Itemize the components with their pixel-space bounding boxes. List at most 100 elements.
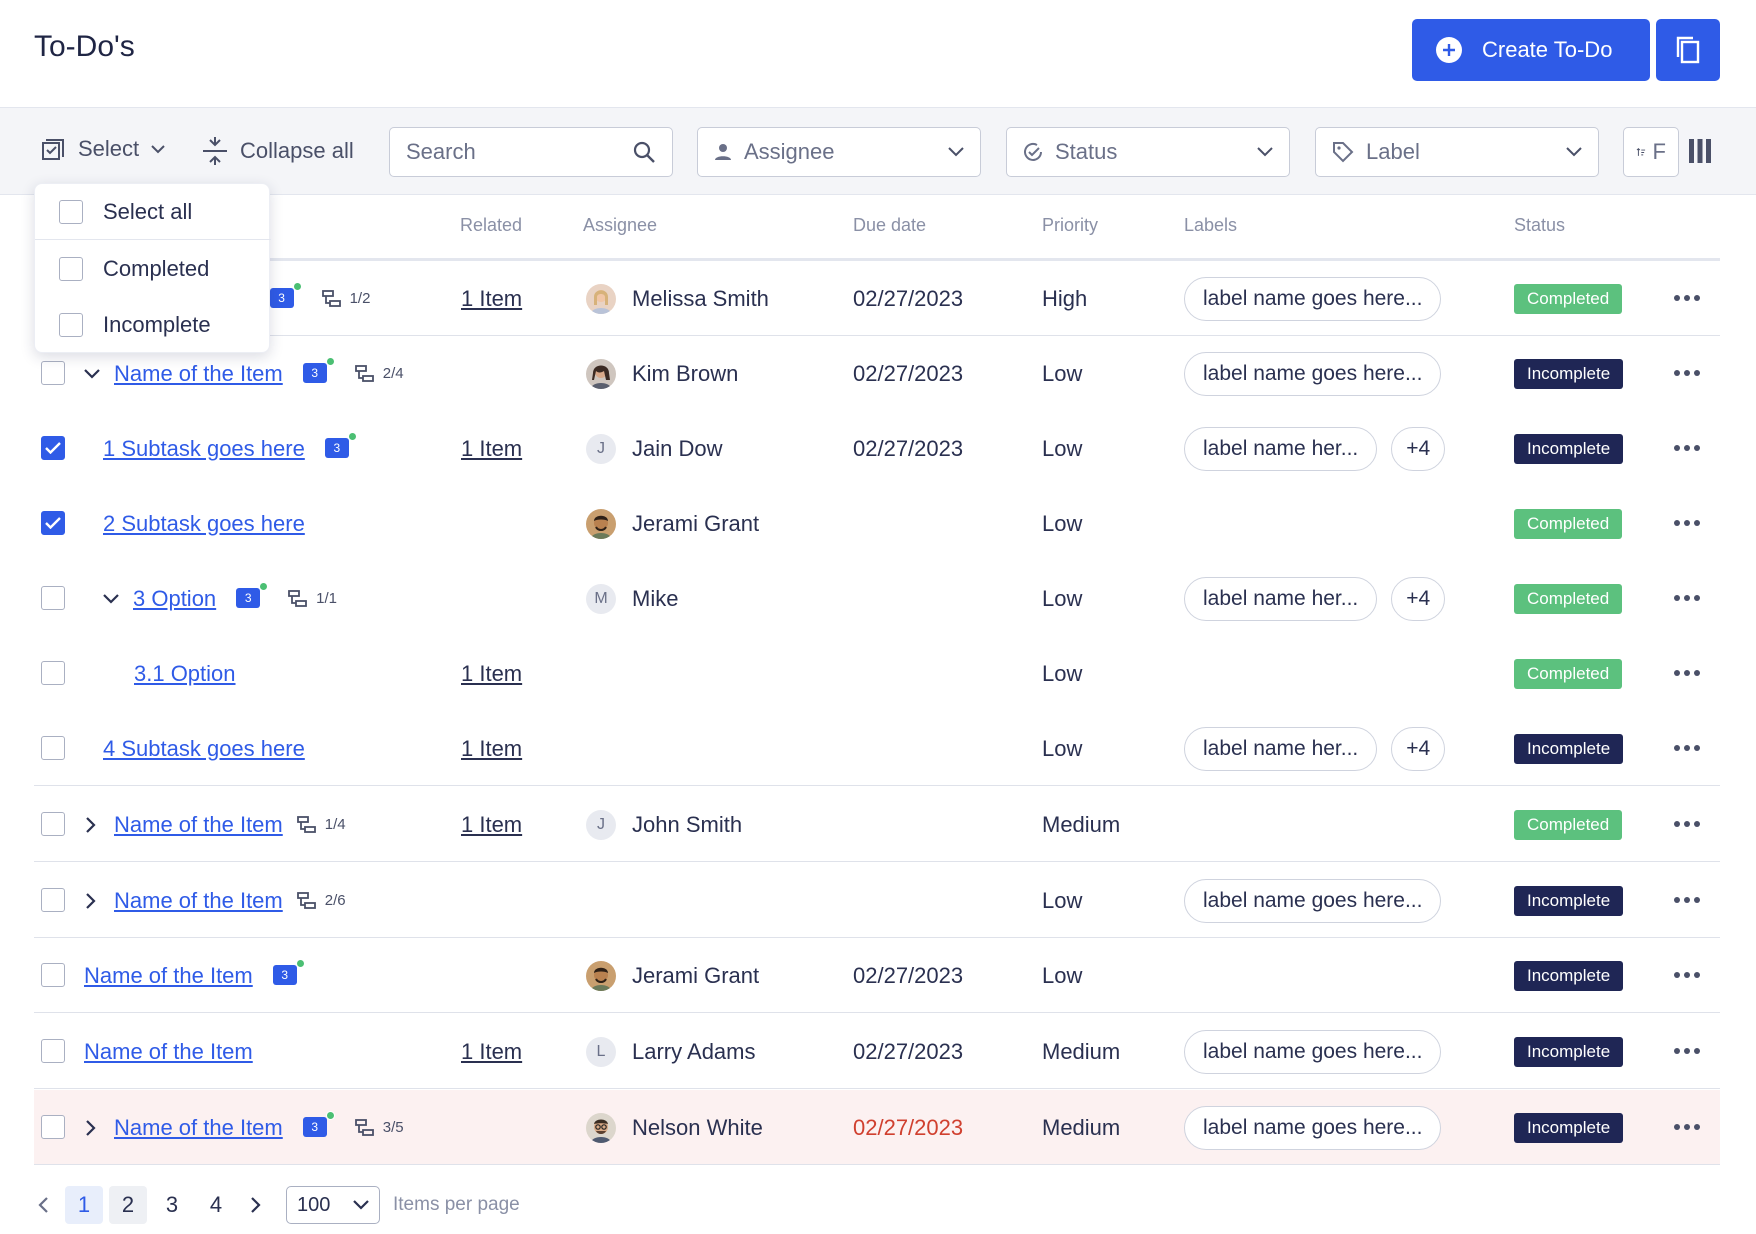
more-icon[interactable] <box>1674 745 1700 751</box>
row-checkbox[interactable] <box>41 1039 65 1063</box>
more-icon[interactable] <box>1674 821 1700 827</box>
sort-control[interactable]: F <box>1623 127 1679 177</box>
select-menu-toggle[interactable]: Select <box>40 136 165 162</box>
label-chip[interactable]: label name goes here... <box>1184 1029 1442 1074</box>
label-chip[interactable]: label name goes here... <box>1184 276 1442 321</box>
chevron-right-icon[interactable] <box>86 1119 96 1136</box>
row-checkbox[interactable] <box>41 586 65 610</box>
item-name-link[interactable]: Name of the Item <box>84 1038 253 1064</box>
item-name-link[interactable]: Name of the Item <box>84 962 253 988</box>
row-checkbox[interactable] <box>41 661 65 685</box>
row-checkbox[interactable] <box>41 812 65 836</box>
comments-icon[interactable]: 3 <box>269 281 302 310</box>
label-chip[interactable]: label name goes here... <box>1184 351 1442 396</box>
copy-icon <box>1676 36 1700 64</box>
page-3-button[interactable]: 3 <box>165 1192 179 1217</box>
more-icon[interactable] <box>1674 670 1700 676</box>
item-name-link[interactable]: Name of the Item <box>114 811 283 837</box>
chevron-right-icon[interactable] <box>86 892 96 909</box>
label-chip[interactable]: label name her... <box>1184 576 1378 621</box>
row-checkbox[interactable] <box>41 888 65 912</box>
select-all-checkbox[interactable] <box>59 200 83 224</box>
select-all-option[interactable]: Select all <box>35 184 271 240</box>
select-incomplete-checkbox[interactable] <box>59 313 83 337</box>
row-checkbox[interactable] <box>41 436 65 460</box>
more-icon[interactable] <box>1674 445 1700 451</box>
more-icon[interactable] <box>1674 370 1700 376</box>
label-chip[interactable]: label name goes here... <box>1184 878 1442 923</box>
items-per-page-select[interactable]: 100 <box>286 1186 380 1224</box>
related-link[interactable]: 1 Item <box>461 811 523 837</box>
related-link[interactable]: 1 Item <box>461 735 523 761</box>
assignee-filter[interactable]: Assignee <box>697 127 981 177</box>
page-4-button[interactable]: 4 <box>209 1192 223 1217</box>
label-more-chip[interactable]: +4 <box>1391 576 1446 621</box>
item-name-link[interactable]: Name of the Item <box>114 887 283 913</box>
row-checkbox[interactable] <box>41 511 65 535</box>
priority: Medium <box>1042 1038 1121 1064</box>
more-icon[interactable] <box>1674 1124 1700 1130</box>
comments-icon[interactable]: 3 <box>236 581 269 610</box>
label-filter[interactable]: Label <box>1315 127 1599 177</box>
row-checkbox[interactable] <box>41 1115 65 1139</box>
subtask-name-link[interactable]: 2 Subtask goes here <box>103 510 305 536</box>
item-name-link[interactable]: Name of the Item <box>114 360 283 386</box>
chevron-down-icon[interactable] <box>84 368 100 379</box>
prev-page-button[interactable] <box>24 1186 62 1224</box>
more-icon[interactable] <box>1674 972 1700 978</box>
related-link[interactable]: 1 Item <box>461 660 523 686</box>
table-row: 1 Subtask goes here 3 1 Item J Jain Dow … <box>34 411 1720 486</box>
column-header-due-date: Due date <box>853 215 927 235</box>
option-name-link[interactable]: 3.1 Option <box>134 660 236 686</box>
columns-button[interactable] <box>1688 138 1712 169</box>
label-more-chip[interactable]: +4 <box>1391 726 1446 771</box>
status-filter[interactable]: Status <box>1006 127 1290 177</box>
select-incomplete-option[interactable]: Incomplete <box>35 297 271 353</box>
related-link[interactable]: 1 Item <box>461 435 523 461</box>
copy-button[interactable] <box>1656 19 1720 81</box>
more-icon[interactable] <box>1674 1048 1700 1054</box>
row-checkbox[interactable] <box>41 736 65 760</box>
avatar-initial: L <box>586 1036 616 1067</box>
priority: Low <box>1042 962 1083 988</box>
more-icon[interactable] <box>1674 595 1700 601</box>
label-chip[interactable]: label name her... <box>1184 726 1378 771</box>
comments-icon[interactable]: 3 <box>302 1110 335 1139</box>
more-icon[interactable] <box>1674 897 1700 903</box>
label-chip[interactable]: label name her... <box>1184 426 1378 471</box>
option-name-link[interactable]: 3 Option <box>133 585 217 611</box>
select-completed-checkbox[interactable] <box>59 257 83 281</box>
unread-dot <box>347 431 357 441</box>
page-1-button[interactable]: 1 <box>65 1186 103 1224</box>
page-header: To-Do's Create To-Do <box>0 0 1756 108</box>
due-date: 02/27/2023 <box>853 435 964 461</box>
comments-icon[interactable]: 3 <box>324 431 357 460</box>
next-page-button[interactable] <box>237 1186 275 1224</box>
comments-icon[interactable]: 3 <box>302 356 335 385</box>
items-per-page-label: Items per page <box>393 1194 520 1215</box>
row-checkbox[interactable] <box>41 361 65 385</box>
subtask-name-link[interactable]: 1 Subtask goes here <box>103 435 305 461</box>
chevron-down-icon[interactable] <box>103 593 119 604</box>
row-checkbox[interactable] <box>41 963 65 987</box>
priority: High <box>1042 285 1088 311</box>
more-icon[interactable] <box>1674 295 1700 301</box>
select-dropdown-menu: Select all Completed Incomplete <box>34 183 271 353</box>
chevron-down-icon <box>1257 147 1273 157</box>
header-divider <box>34 258 1720 261</box>
related-link[interactable]: 1 Item <box>461 1038 523 1064</box>
comments-icon[interactable]: 3 <box>272 958 305 987</box>
chevron-right-icon[interactable] <box>86 816 96 833</box>
more-icon[interactable] <box>1674 520 1700 526</box>
select-completed-option[interactable]: Completed <box>35 241 271 297</box>
unread-dot <box>325 1110 335 1120</box>
label-chip[interactable]: label name goes here... <box>1184 1105 1442 1150</box>
item-name-link[interactable]: Name of the Item <box>114 1114 283 1140</box>
search-input[interactable]: Search <box>389 127 673 177</box>
collapse-all-button[interactable]: Collapse all <box>202 136 354 166</box>
page-2-button[interactable]: 2 <box>109 1186 147 1224</box>
subtask-name-link[interactable]: 4 Subtask goes here <box>103 735 305 761</box>
create-todo-button[interactable]: Create To-Do <box>1412 19 1650 81</box>
related-link[interactable]: 1 Item <box>461 285 523 311</box>
label-more-chip[interactable]: +4 <box>1391 426 1446 471</box>
